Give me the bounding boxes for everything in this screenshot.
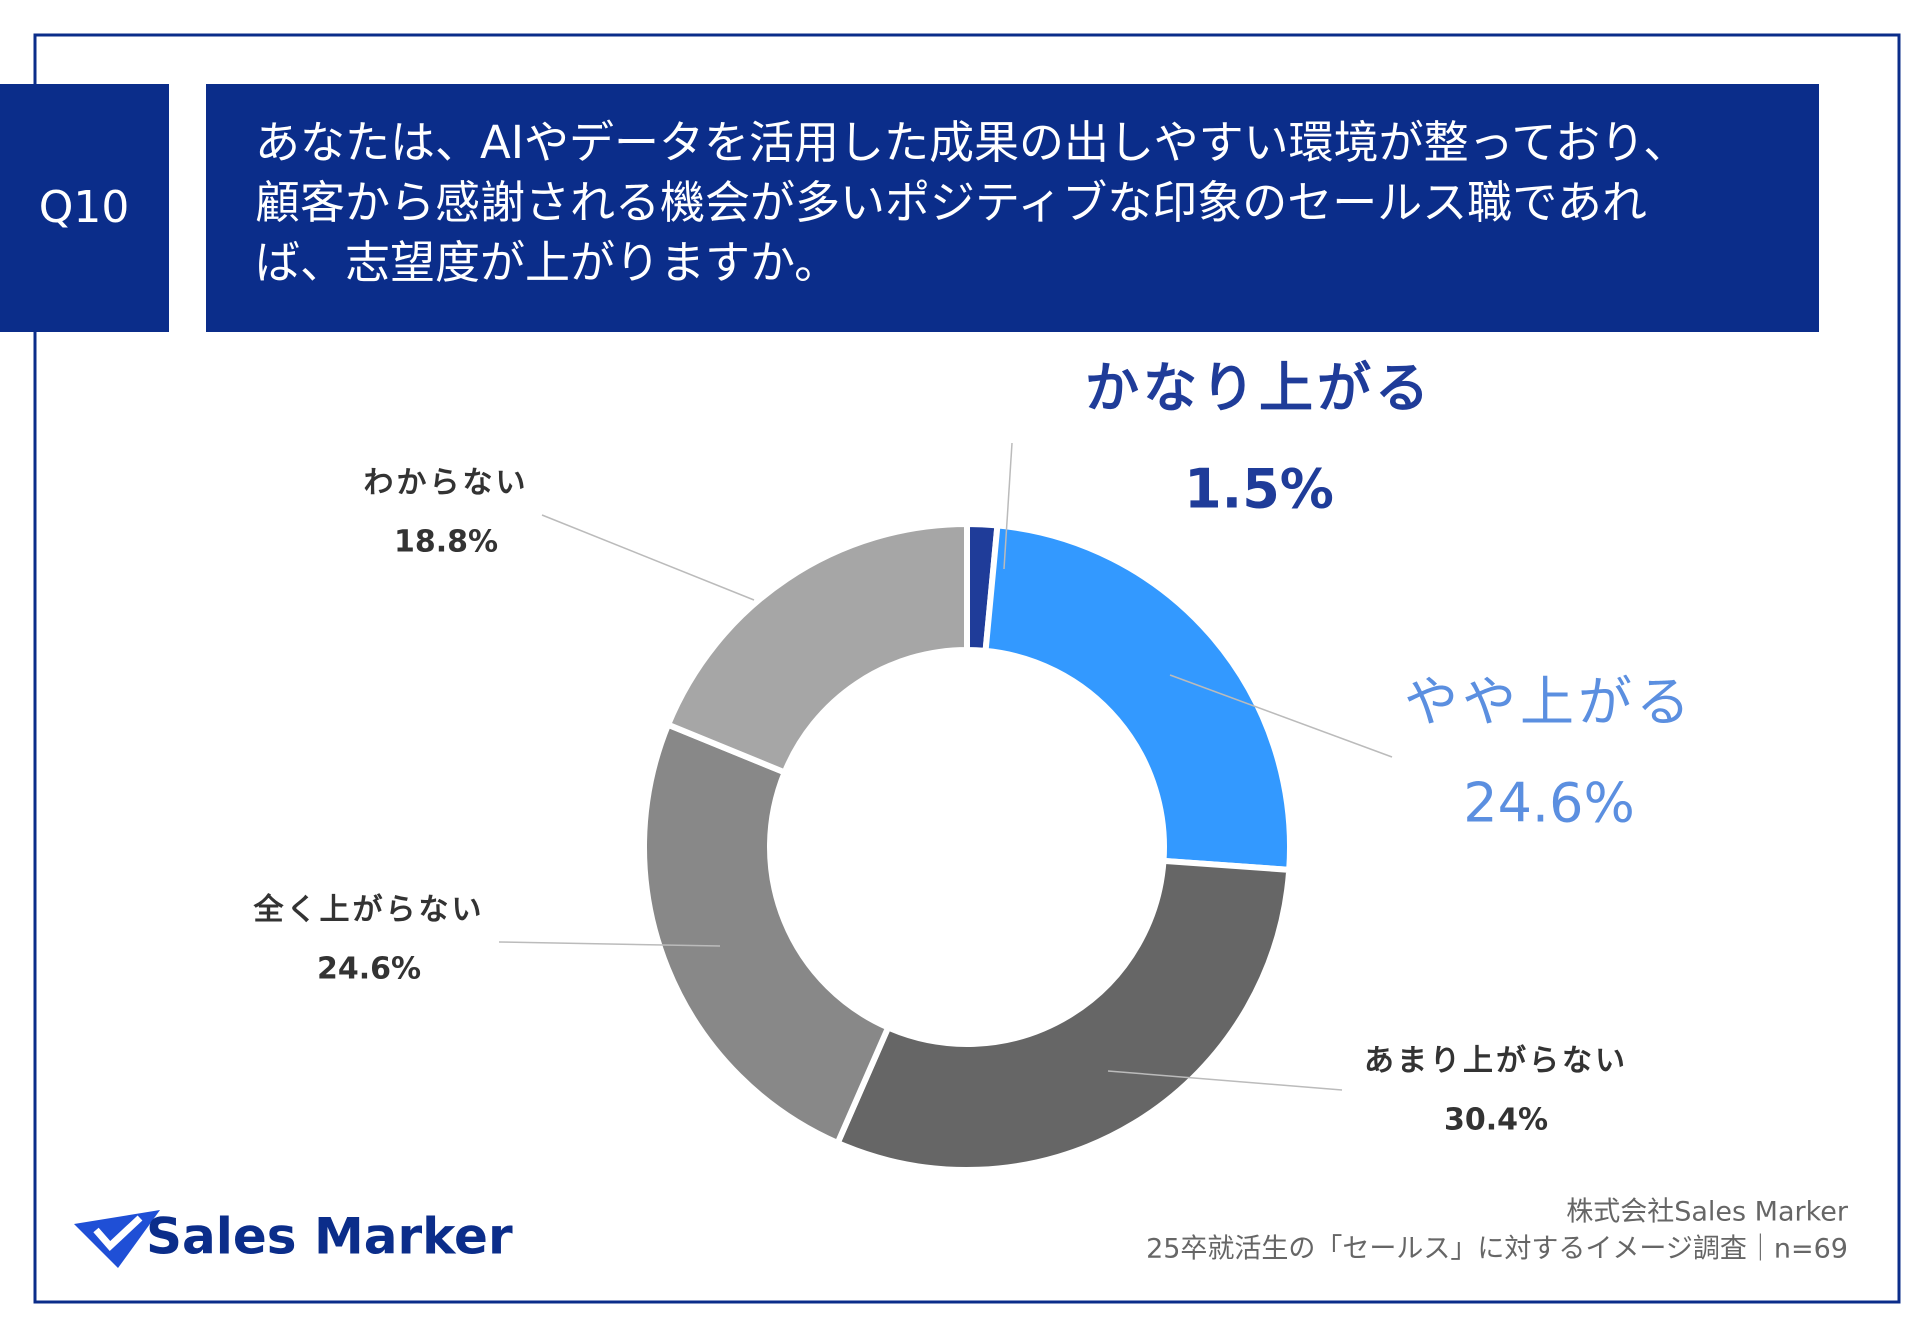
value-label: 24.6% bbox=[317, 952, 421, 987]
value-label: 24.6% bbox=[1463, 772, 1635, 835]
question-line: ば、志望度が上がりますか。 bbox=[255, 236, 839, 289]
question-number: Q10 bbox=[39, 182, 130, 233]
leader-line bbox=[1169, 674, 1393, 758]
value-label: 1.5% bbox=[1184, 458, 1334, 521]
leader-line bbox=[498, 941, 721, 947]
category-label: やや上がる bbox=[1404, 671, 1694, 734]
logo-text: Sales Marker bbox=[146, 1208, 513, 1266]
logo-check bbox=[93, 1215, 143, 1252]
donut-slice bbox=[664, 520, 970, 777]
question-badge bbox=[0, 84, 169, 332]
question-box bbox=[206, 84, 1819, 332]
question-line: 顧客から感謝される機会が多いポジティブな印象のセールス職であれ bbox=[255, 176, 1647, 229]
donut-slice bbox=[982, 522, 1293, 874]
leader-line bbox=[1003, 442, 1013, 570]
source-line: 25卒就活生の「セールス」に対するイメージ調査｜n=69 bbox=[1146, 1234, 1848, 1265]
leader-line bbox=[541, 514, 755, 601]
donut-slice bbox=[641, 720, 893, 1147]
leader-line bbox=[1107, 1070, 1343, 1091]
category-label: かなり上がる bbox=[1085, 357, 1433, 420]
donut-slice bbox=[833, 857, 1293, 1174]
value-label: 18.8% bbox=[394, 525, 498, 560]
value-label: 30.4% bbox=[1444, 1103, 1548, 1138]
question-line: あなたは、AIやデータを活用した成果の出しやすい環境が整っており、 bbox=[255, 116, 1688, 169]
source-line: 株式会社Sales Marker bbox=[1566, 1197, 1849, 1228]
category-label: 全く上がらない bbox=[253, 893, 485, 928]
category-label: あまり上がらない bbox=[1364, 1044, 1628, 1079]
category-label: わからない bbox=[364, 466, 529, 501]
frame bbox=[33, 33, 1901, 1304]
logo: Sales Marker bbox=[74, 1208, 513, 1268]
